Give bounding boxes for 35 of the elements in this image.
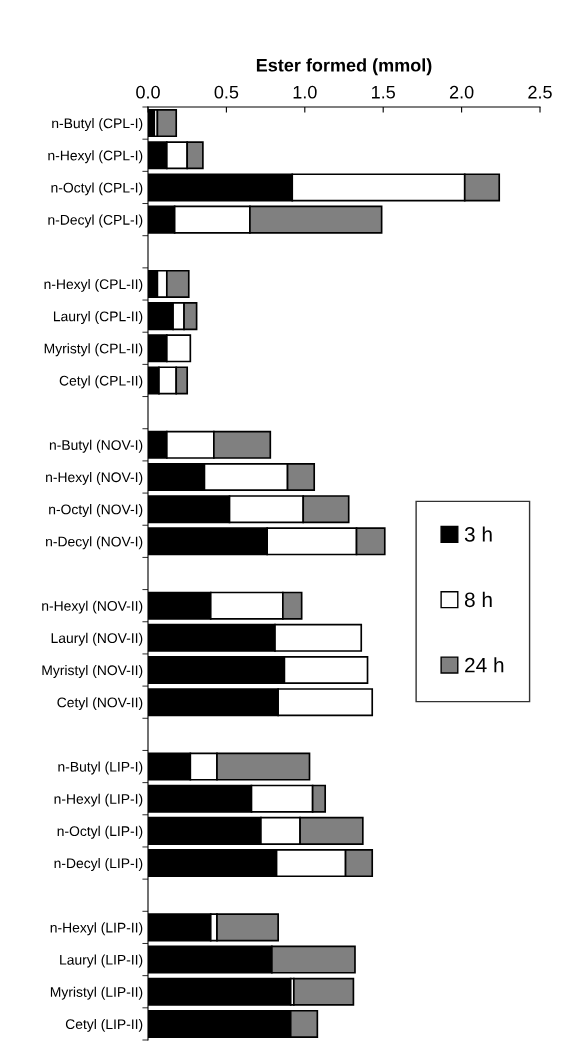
y-tick-label: n-Octyl (LIP-I): [57, 825, 143, 839]
y-tick-label: n-Hexyl (LIP-II): [50, 922, 143, 936]
y-tick-label: n-Decyl (LIP-I): [54, 858, 143, 871]
y-tick-label: n-Decyl (NOV-I): [46, 536, 143, 550]
y-tick-label: n-Hexyl (NOV-I): [46, 471, 143, 485]
y-tick-label: Myristyl (NOV-II): [42, 664, 143, 678]
x-tick-label: 1.0: [293, 85, 317, 99]
y-tick-label: n-Butyl (LIP-I): [58, 761, 143, 775]
y-tick-label: n-Hexyl (NOV-II): [42, 600, 143, 614]
y-tick-label: n-Hexyl (CPL-II): [44, 278, 143, 292]
x-tick-label: 2.5: [528, 85, 552, 99]
y-tick-label: n-Octyl (NOV-I): [49, 504, 143, 518]
bar: [292, 977, 355, 1006]
y-tick-label: Lauryl (CPL-II): [53, 311, 143, 325]
legend-label: 24 h: [465, 657, 504, 673]
y-tick-label: n-Butyl (CPL-I): [52, 118, 143, 131]
y-tick-label: n-Butyl (NOV-I): [49, 439, 143, 453]
y-tick-label: Myristyl (CPL-II): [44, 343, 143, 357]
y-tick-label: Lauryl (LIP-II): [60, 954, 143, 968]
y-tick-label: Cetyl (LIP-II): [65, 1018, 143, 1032]
x-tick-label: 0.5: [214, 85, 239, 99]
y-tick-label: n-Hexyl (LIP-I): [54, 793, 143, 807]
y-tick-label: Cetyl (CPL-II): [59, 375, 143, 389]
x-tick-label: 2.0: [449, 85, 474, 99]
x-tick-label: 1.5: [372, 85, 395, 99]
legend-label: 8 h: [464, 591, 492, 608]
y-tick-label: Lauryl (NOV-II): [51, 632, 143, 646]
y-tick-label: n-Octyl (CPL-I): [51, 182, 143, 196]
y-tick-label: n-Decyl (CPL-I): [48, 214, 143, 228]
y-tick-label: Myristyl (LIP-II): [50, 986, 143, 1000]
y-tick-label: n-Hexyl (CPL-I): [48, 150, 143, 164]
legend-label: 3 h: [464, 526, 492, 542]
x-tick-label: 0.0: [136, 85, 160, 99]
x-axis-title: Ester formed (mmol): [256, 58, 432, 76]
y-tick-label: Cetyl (NOV-II): [57, 697, 143, 711]
